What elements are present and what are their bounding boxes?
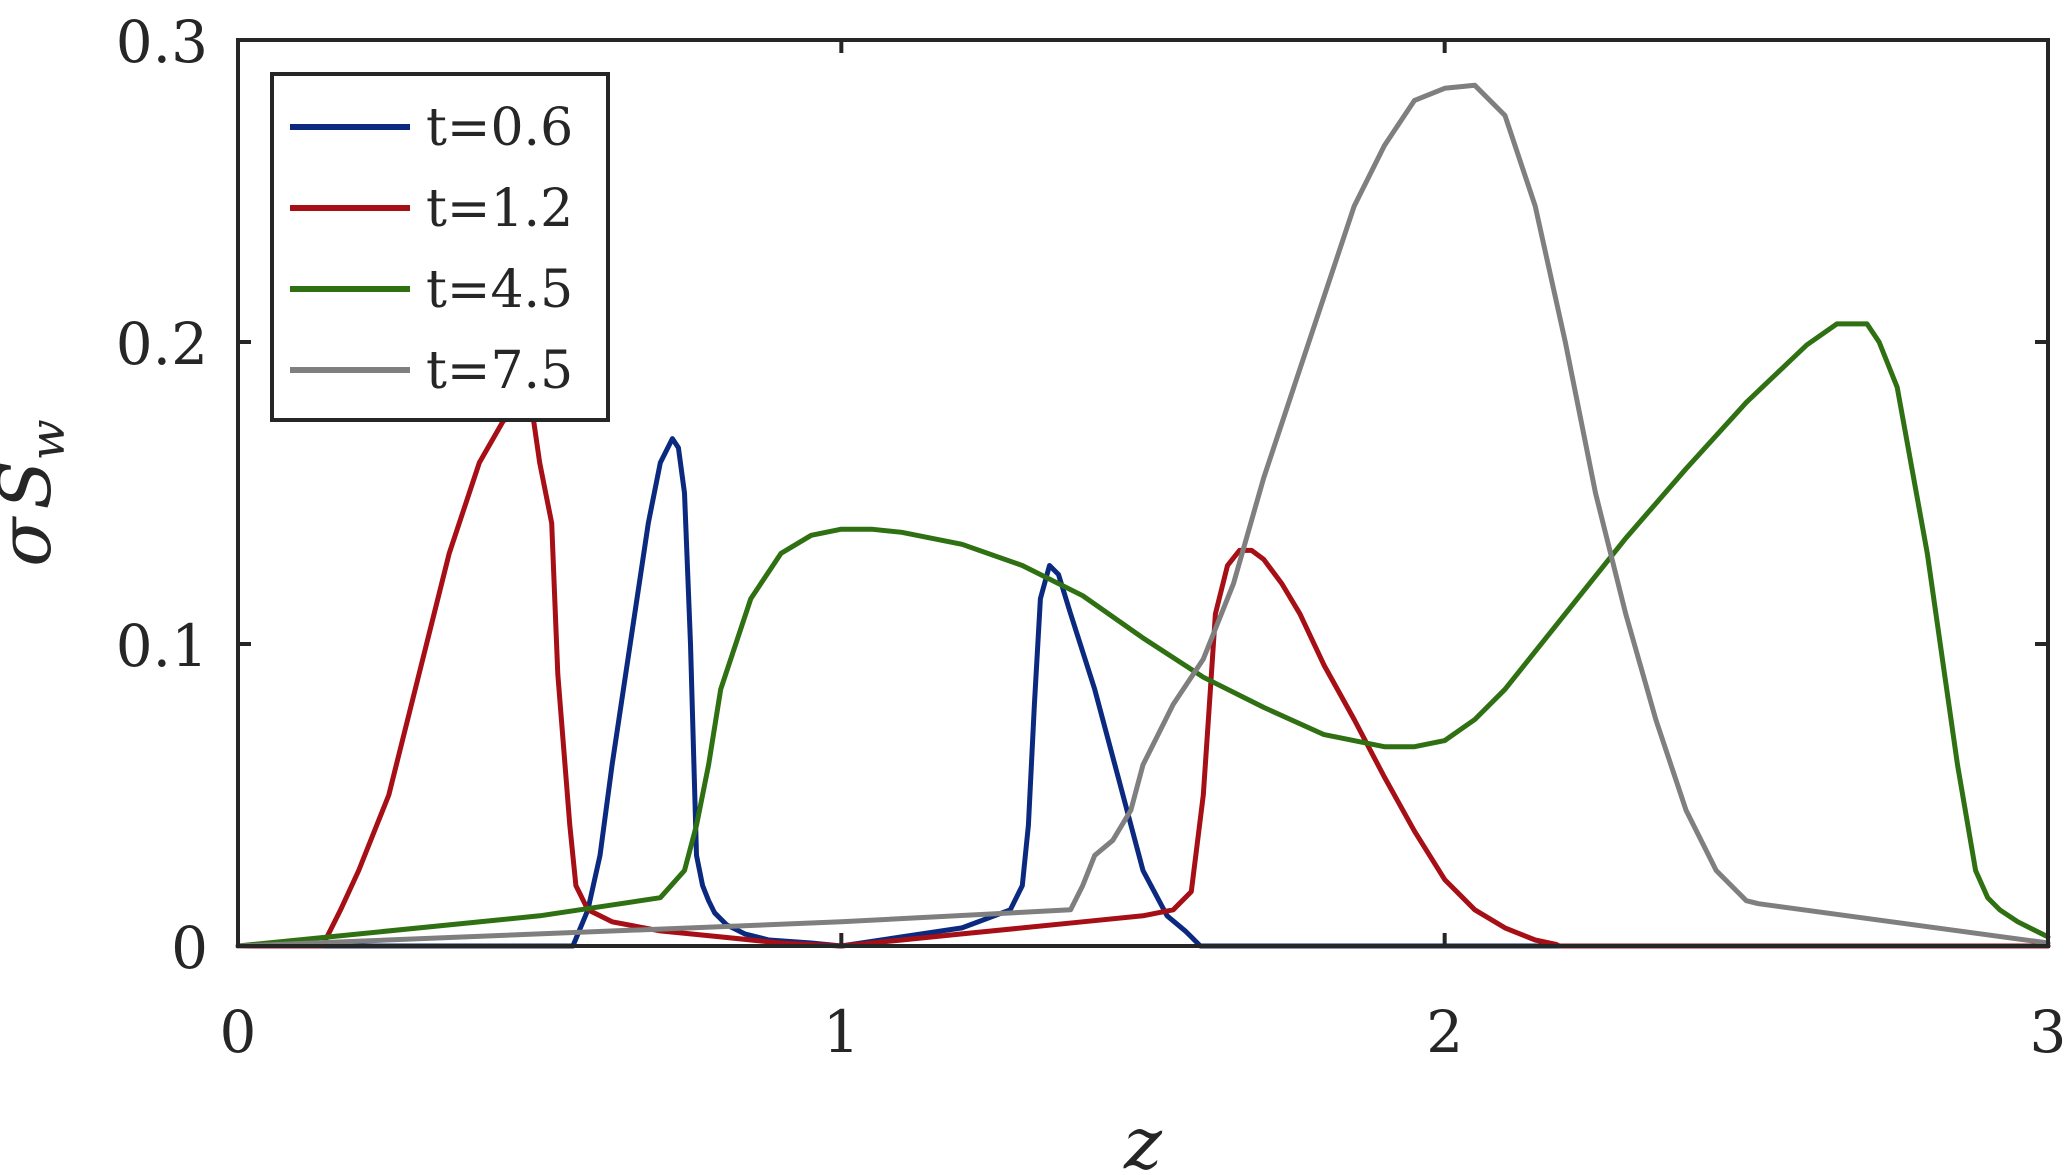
y-axis-label-base: S [0,460,67,509]
x-axis-label: z [1123,1101,1163,1175]
legend: t=0.6 t=1.2 t=4.5 t=7.5 [270,72,610,422]
legend-label-3: t=4.5 [426,260,573,320]
legend-label-4: t=7.5 [426,341,573,401]
y-tick-label: 0.1 [116,612,208,680]
x-tick-label: 1 [823,998,860,1066]
legend-box [270,72,610,422]
series-line-4 [235,82,2051,949]
x-tick-label: 3 [2030,998,2067,1066]
legend-label-1: t=0.6 [426,98,573,158]
series-line-3 [235,321,2051,949]
y-tick-label: 0.2 [116,310,208,378]
y-axis-label-main: σ [0,516,67,567]
tick-layer: 0 1 2 3 0 0.1 0.2 0.3 [116,8,2067,1066]
y-axis-label: σSw [0,419,76,567]
x-tick-label: 2 [1426,998,1463,1066]
svg-text:σSw: σSw [0,419,76,567]
x-tick-label: 0 [220,998,257,1066]
plot-frame [236,38,2050,948]
y-axis-label-subscript: w [20,419,76,460]
y-tick-label: 0.3 [116,8,208,76]
legend-label-2: t=1.2 [426,179,573,239]
y-tick-label: 0 [171,914,208,982]
